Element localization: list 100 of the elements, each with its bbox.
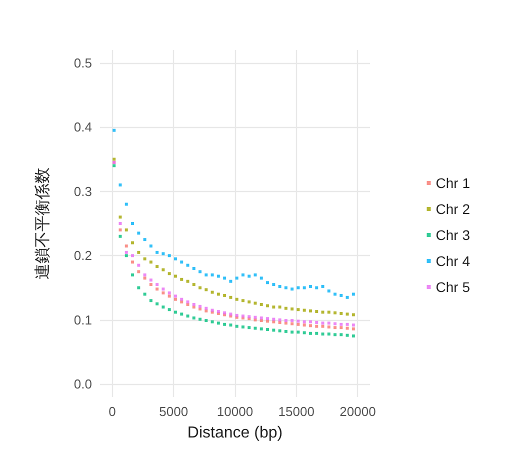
point [290,322,294,326]
point [308,324,312,328]
point [352,292,355,296]
point [186,264,190,267]
point [241,299,244,302]
point [266,281,270,284]
point [118,228,122,232]
y-tick-label: 0.5 [74,55,92,70]
point [204,273,208,276]
point [124,250,128,254]
point [180,278,184,281]
x-tick-label: 5000 [159,404,188,419]
point [248,274,251,278]
point [192,302,196,306]
point [340,294,343,297]
point [131,222,134,225]
point [352,324,355,327]
x-tick-label: 15000 [278,404,314,419]
x-axis-title: Distance (bp) [187,424,283,442]
point [296,330,300,334]
point [346,312,349,316]
y-tick-label: 0.4 [74,120,92,135]
y-tick-label: 0.2 [74,248,92,264]
point [346,322,349,326]
point [352,313,355,316]
point [315,286,318,290]
point [340,326,343,330]
point [149,299,152,302]
point [302,308,306,312]
point [180,312,184,316]
point [327,325,330,328]
point [168,254,171,258]
point [143,273,146,276]
point [156,265,159,268]
point [131,260,134,264]
point [229,296,232,299]
point [352,327,355,330]
point [235,276,238,280]
point [346,334,349,337]
point [118,222,122,225]
point [308,320,312,324]
point [272,328,276,332]
point [315,310,318,314]
point [204,288,208,292]
point [302,286,306,290]
point [272,318,276,321]
point [156,283,159,286]
point [162,268,165,272]
point [352,334,355,338]
point [296,308,300,312]
point [112,128,116,132]
point [204,306,208,310]
point [118,216,122,219]
point [210,320,214,324]
point [327,332,330,336]
legend-label: Chr 2 [436,201,470,217]
point [168,294,171,298]
point [210,290,214,294]
point [131,273,134,276]
point [137,250,140,254]
point [174,274,177,278]
point [260,327,263,330]
point [302,320,306,324]
y-axis-title: 連鎖不平衡係数 [32,168,52,280]
point [241,273,244,276]
point [112,158,116,161]
point [143,238,146,242]
point [346,296,349,299]
point [156,288,159,291]
point [112,164,116,168]
point [278,318,282,322]
point [278,329,282,332]
point [296,320,300,323]
point [198,286,202,290]
point [284,319,288,322]
point [308,309,312,312]
point [266,328,270,332]
point [216,292,220,296]
point [260,276,263,280]
x-tick-label: 10000 [216,404,254,419]
point [272,283,276,286]
y-tick-label: 0.3 [74,184,92,199]
point [186,300,190,304]
point [223,276,226,280]
point [334,322,337,326]
point [216,322,220,325]
point [162,252,165,256]
point [266,304,270,308]
point [174,310,177,314]
point [168,308,171,312]
point [124,244,128,248]
point [131,241,134,244]
point [156,302,159,306]
legend-label: Chr 3 [436,227,470,243]
point [192,316,196,320]
point [174,298,177,301]
point [308,332,312,335]
point [229,324,232,327]
point [321,284,324,288]
point [334,326,337,330]
